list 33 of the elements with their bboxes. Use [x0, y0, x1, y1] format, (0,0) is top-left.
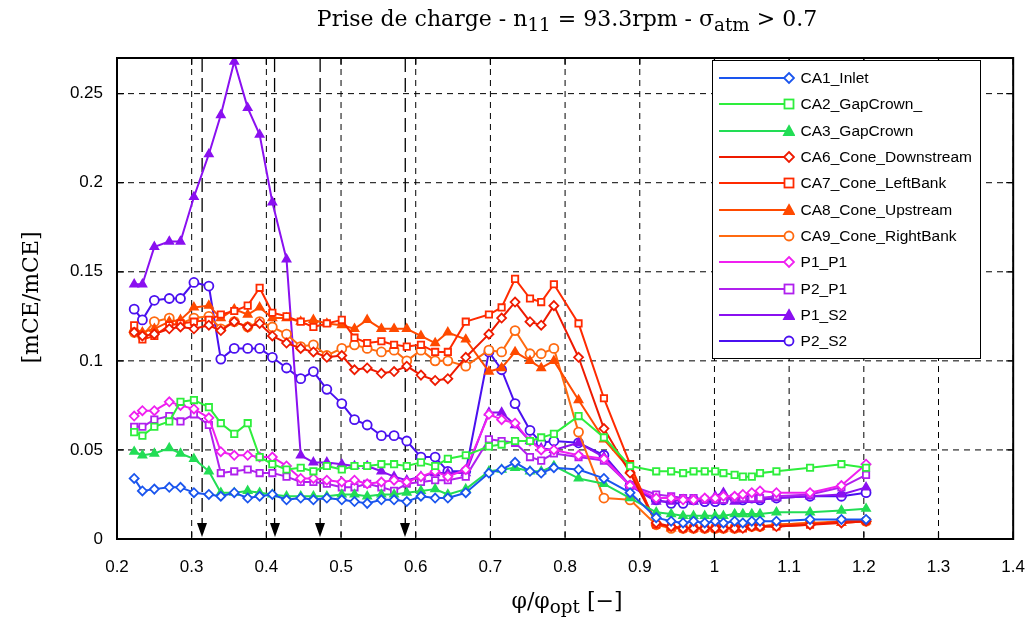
- x-tick-label: 1.4: [1001, 556, 1025, 576]
- y-tick-label: 0.15: [69, 261, 103, 281]
- legend-label: P1_S2: [800, 305, 848, 324]
- x-tick-label: 0.8: [553, 556, 577, 576]
- x-tick-label: 1.1: [777, 556, 801, 576]
- x-tick-label: 0.9: [627, 556, 652, 576]
- x-tick-label: 0.2: [105, 556, 129, 576]
- y-tick-label: 0.2: [79, 172, 103, 192]
- legend-label: P2_S2: [800, 332, 848, 351]
- x-tick-label: 0.7: [478, 556, 503, 576]
- y-tick-label: 0.05: [69, 439, 103, 459]
- x-tick-label: 1.2: [852, 556, 876, 576]
- legend-label: CA2_GapCrown_: [800, 95, 923, 114]
- y-tick-label: 0.25: [69, 83, 103, 103]
- y-tick-label: 0.1: [79, 350, 103, 370]
- x-tick-label: 0.5: [329, 556, 353, 576]
- x-tick-label: 0.3: [179, 556, 204, 576]
- legend-label: CA6_Cone_Downstream: [800, 148, 972, 167]
- legend-label: P1_P1: [800, 253, 848, 272]
- legend-label: CA1_Inlet: [800, 69, 869, 88]
- x-tick-label: 0.6: [403, 556, 428, 576]
- y-tick-label: 0: [93, 528, 103, 548]
- x-axis-title: φ/φ$_{opt}$ [−]: [510, 588, 624, 618]
- x-tick-label: 1: [709, 556, 720, 576]
- legend-label: CA7_Cone_LeftBank: [800, 174, 947, 193]
- chart-title: Prise de charge - n$_{11}$ = 93.3rpm - σ$_{atm}$ > 0.7: [315, 6, 819, 36]
- x-tick-label: 1.3: [926, 556, 951, 576]
- y-axis-title: [mCE/mCE]: [17, 230, 43, 366]
- x-tick-label: 0.4: [254, 556, 279, 576]
- legend-label: CA8_Cone_Upstream: [800, 200, 953, 219]
- legend-label: CA3_GapCrown: [800, 121, 914, 140]
- legend-label: P2_P1: [800, 279, 848, 298]
- legend-label: CA9_Cone_RightBank: [800, 226, 957, 245]
